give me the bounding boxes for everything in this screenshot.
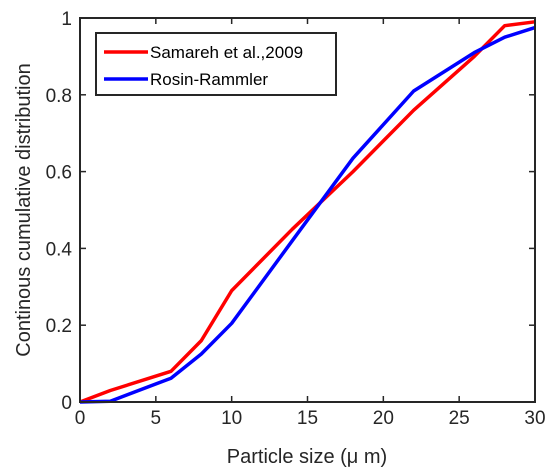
axis-ticks: 0 5 10 15 20 25 30 0 0.2 0.4 0.6 0.8 1 bbox=[46, 9, 546, 429]
x-tick-label: 20 bbox=[373, 408, 394, 429]
x-tick-label: 0 bbox=[75, 408, 86, 429]
y-tick-label: 0 bbox=[61, 393, 72, 414]
x-tick-label: 25 bbox=[449, 408, 470, 429]
x-tick-label: 30 bbox=[524, 408, 545, 429]
y-tick-label: 0.4 bbox=[46, 239, 73, 260]
y-tick-label: 1 bbox=[61, 9, 72, 30]
legend-label-rosin-rammler: Rosin-Rammler bbox=[150, 70, 268, 89]
x-tick-label: 5 bbox=[151, 408, 162, 429]
legend: Samareh et al.,2009 Rosin-Rammler bbox=[95, 32, 337, 96]
legend-box bbox=[95, 32, 337, 96]
y-tick-label: 0.8 bbox=[46, 86, 72, 107]
x-axis-label: Particle size (μ m) bbox=[227, 446, 387, 468]
series-line-1 bbox=[79, 25, 536, 404]
series-lines bbox=[79, 20, 536, 404]
y-tick-label: 0.2 bbox=[46, 316, 72, 337]
y-axis-label: Continous cumulative distribution bbox=[13, 63, 35, 357]
y-tick-label: 0.6 bbox=[46, 163, 72, 184]
legend-label-samareh: Samareh et al.,2009 bbox=[150, 43, 303, 62]
x-tick-label: 15 bbox=[297, 408, 318, 429]
x-tick-label: 10 bbox=[221, 408, 242, 429]
